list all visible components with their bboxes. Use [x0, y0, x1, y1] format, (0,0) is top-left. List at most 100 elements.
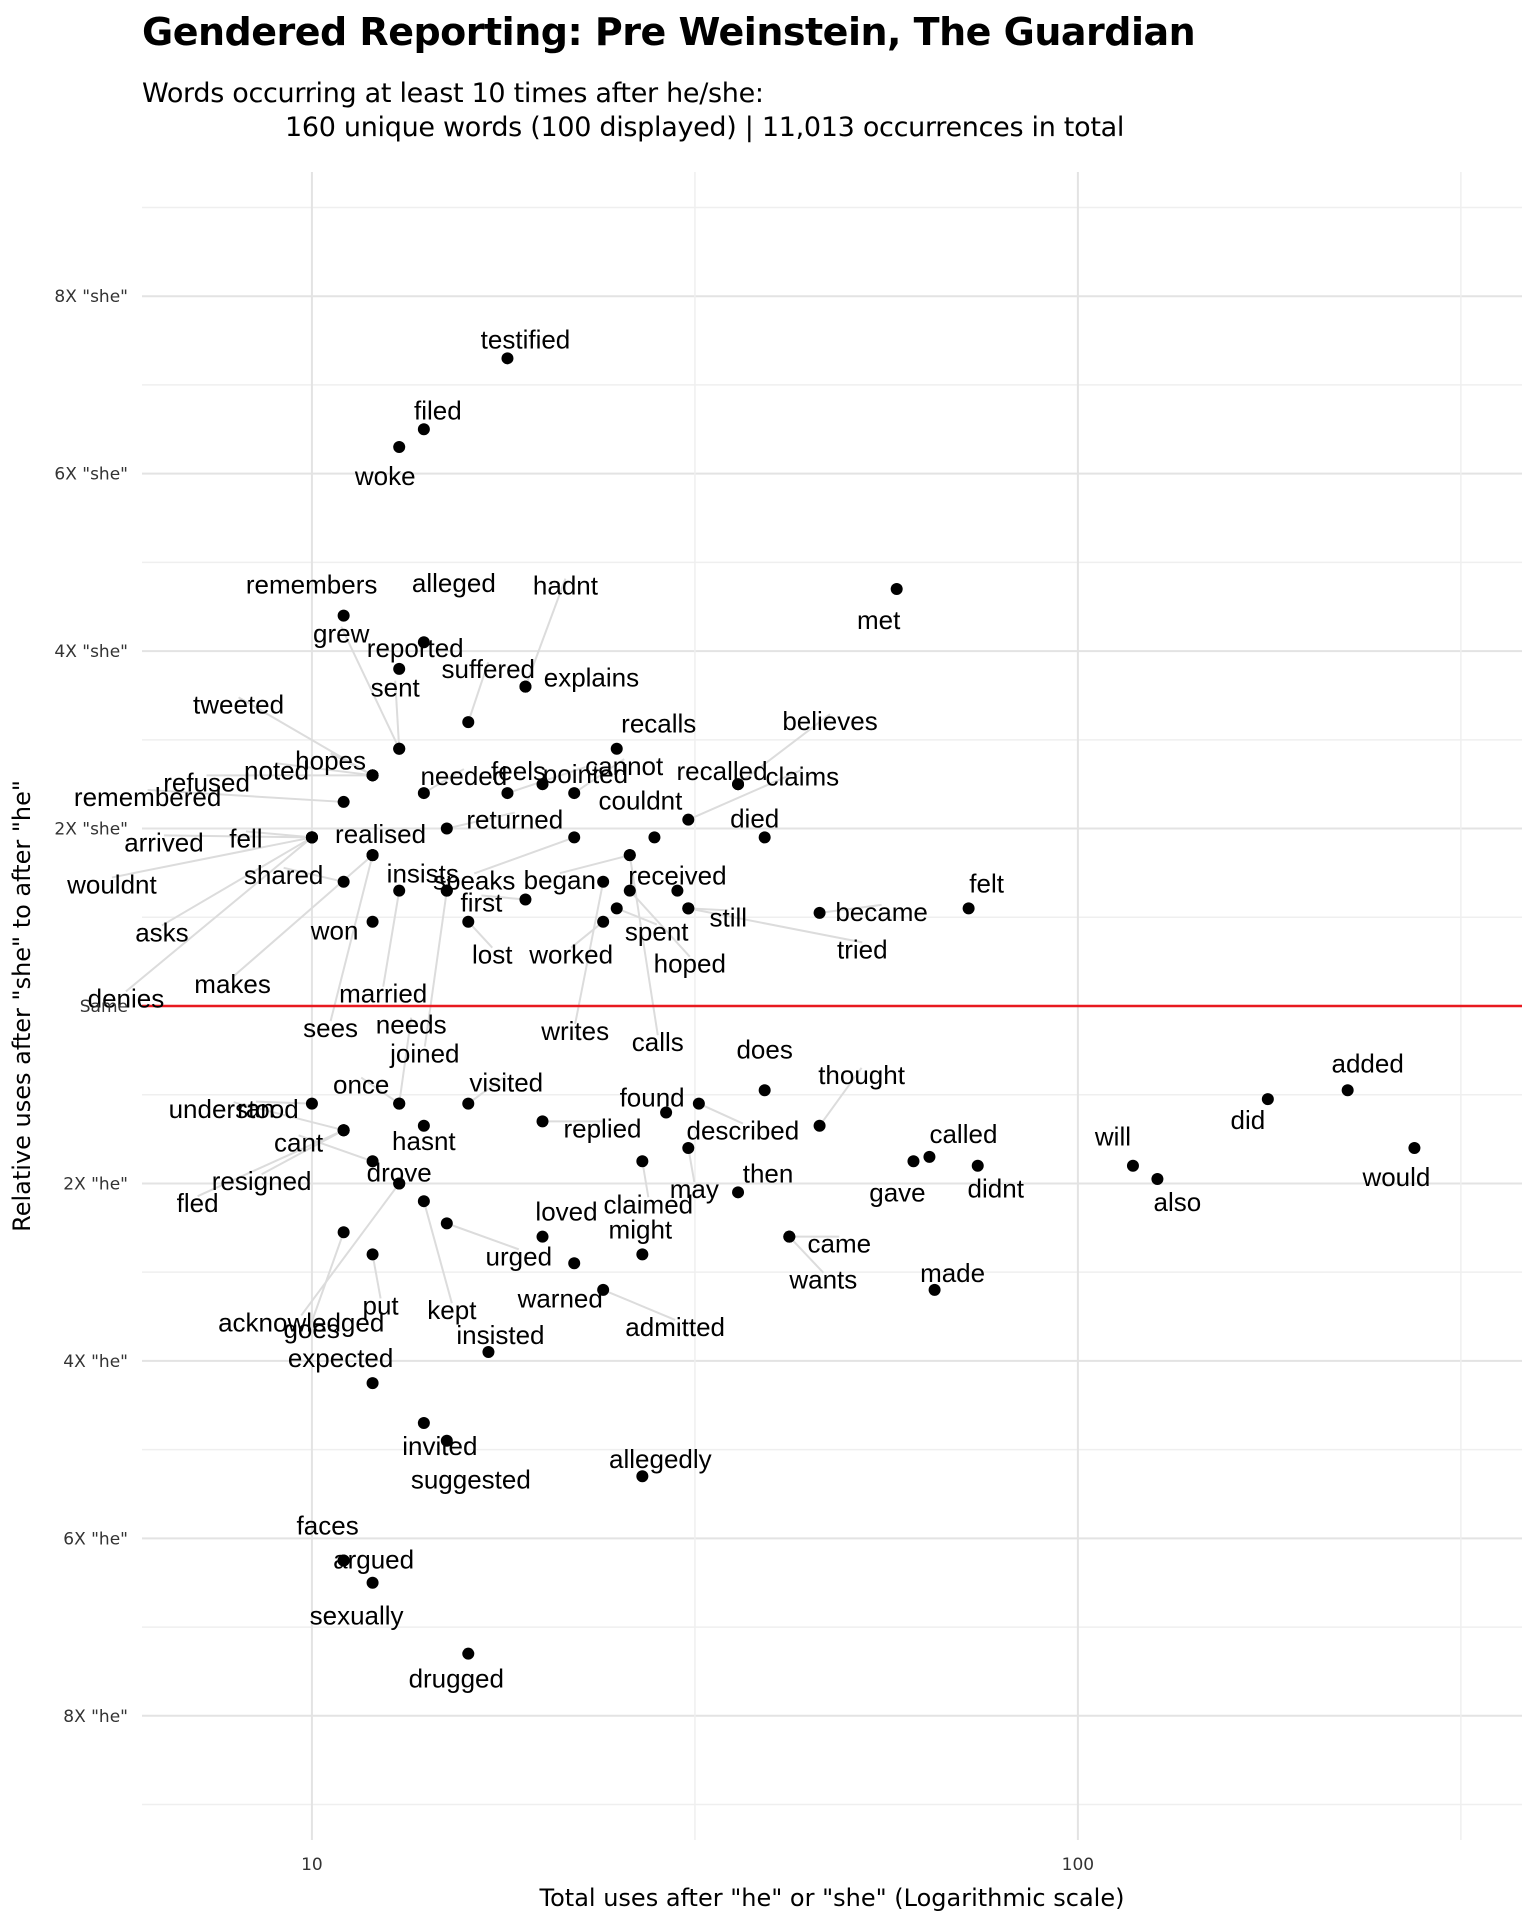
- point-testified: [501, 352, 514, 365]
- x-tick-label: 10: [301, 1855, 323, 1875]
- point-label-hoped: hoped: [654, 949, 726, 979]
- point-label-worked: worked: [528, 940, 613, 970]
- point-admitted: [597, 1283, 610, 1296]
- label-connector-sees: [329, 854, 374, 1022]
- label-connector-sent: [394, 680, 401, 749]
- y-tick-label: 4X "she": [54, 642, 128, 662]
- label-connector-speaks: [473, 836, 575, 875]
- point-label-faces: faces: [297, 1511, 359, 1541]
- point-label-fell: fell: [229, 823, 262, 853]
- point-label-hasnt: hasnt: [392, 1126, 456, 1156]
- point-label-became: became: [835, 897, 928, 927]
- point-sees: [366, 849, 379, 862]
- chart-title: Gendered Reporting: Pre Weinstein, The G…: [142, 10, 1196, 54]
- point-label-wants: wants: [788, 1265, 857, 1295]
- point-cannot: [568, 787, 581, 800]
- point-expected: [366, 1377, 379, 1390]
- point-label-remembers: remembers: [246, 570, 377, 600]
- point-label-calls: calls: [632, 1027, 684, 1057]
- point-label-arrived: arrived: [124, 827, 203, 857]
- label-connector-became: [819, 903, 882, 914]
- point-label-drove: drove: [367, 1157, 432, 1187]
- point-acknowledged: [393, 1177, 406, 1190]
- point-became: [813, 906, 826, 919]
- label-connector-joined: [423, 890, 448, 1047]
- point-claimed: [636, 1155, 649, 1168]
- point-replied: [536, 1115, 549, 1128]
- point-speaks: [568, 831, 581, 844]
- point-married: [393, 884, 406, 897]
- point-label-returned: returned: [466, 805, 563, 835]
- point-sexually: [366, 1576, 379, 1589]
- point-woke: [393, 441, 406, 454]
- label-connector-suffered: [467, 661, 490, 723]
- point-label-joined: joined: [389, 1039, 459, 1069]
- point-would: [1408, 1141, 1421, 1154]
- point-label-alleged: alleged: [412, 568, 496, 598]
- label-connector-married: [382, 890, 401, 987]
- label-connector-visited: [467, 1074, 507, 1105]
- point-filed: [417, 423, 430, 436]
- label-connector-writes: [574, 881, 605, 1024]
- label-connector-believes: [737, 713, 831, 785]
- point-returned: [440, 822, 453, 835]
- point-label-allegedly: allegedly: [609, 1444, 712, 1474]
- label-connector-began: [559, 854, 631, 875]
- point-put: [366, 1248, 379, 1261]
- point-hoped: [623, 884, 636, 897]
- point-lost: [462, 915, 475, 928]
- point-label-added: added: [1332, 1048, 1404, 1078]
- point-label-makes: makes: [194, 969, 271, 999]
- point-insisted: [482, 1346, 495, 1359]
- point-ran: [305, 1097, 318, 1110]
- point-label-feels: feels: [491, 756, 546, 786]
- point-felt: [962, 902, 975, 915]
- point-might: [636, 1248, 649, 1261]
- point-label-tried: tried: [837, 934, 888, 964]
- point-label-noted: noted: [244, 755, 309, 785]
- point-label-did: did: [1230, 1105, 1265, 1135]
- point-label-tweeted: tweeted: [193, 689, 284, 719]
- point-label-admitted: admitted: [625, 1312, 725, 1342]
- point-label-loved: loved: [535, 1197, 597, 1227]
- label-connector-claimed: [641, 1161, 650, 1198]
- label-connector-put: [371, 1254, 382, 1299]
- point-label-wouldnt: wouldnt: [66, 869, 157, 899]
- label-connector-worked: [570, 920, 604, 949]
- point-label-sent: sent: [371, 673, 421, 703]
- label-connector-needed: [423, 768, 465, 794]
- label-connector-fled: [197, 1129, 345, 1198]
- point-writes: [597, 875, 610, 888]
- label-connector-cannot: [573, 758, 625, 794]
- label-connector-wouldnt: [111, 836, 313, 879]
- point-label-goes: goes: [283, 1314, 339, 1344]
- point-denies: [305, 831, 318, 844]
- point-label-won: won: [310, 916, 359, 946]
- y-tick-label: 6X "he": [63, 1529, 128, 1549]
- data-points: [305, 352, 1421, 1660]
- point-label-began: began: [524, 865, 596, 895]
- point-added: [1341, 1084, 1354, 1097]
- point-label-sees: sees: [303, 1013, 358, 1043]
- label-connector-first: [481, 894, 526, 901]
- label-connector-cant: [298, 1134, 373, 1163]
- point-visited: [462, 1097, 475, 1110]
- point-claims: [682, 813, 695, 826]
- point-label-testified: testified: [481, 324, 571, 354]
- point-label-put: put: [363, 1290, 400, 1320]
- point-does: [758, 1084, 771, 1097]
- label-connector-fell: [245, 830, 313, 839]
- label-connector-tried: [688, 907, 863, 944]
- label-connector-urged: [446, 1222, 520, 1251]
- label-connector-arrived: [163, 834, 312, 839]
- point-label-recalled: recalled: [677, 756, 768, 786]
- point-label-kept: kept: [427, 1295, 477, 1325]
- point-label-needed: needed: [420, 761, 507, 791]
- y-tick-label: 6X "she": [54, 465, 128, 485]
- point-label-insists: insists: [387, 859, 459, 889]
- label-connector-makes: [231, 854, 374, 978]
- y-tick-label: 2X "she": [54, 820, 128, 840]
- point-label-hopes: hopes: [295, 745, 366, 775]
- label-connector-ran: [255, 1100, 312, 1105]
